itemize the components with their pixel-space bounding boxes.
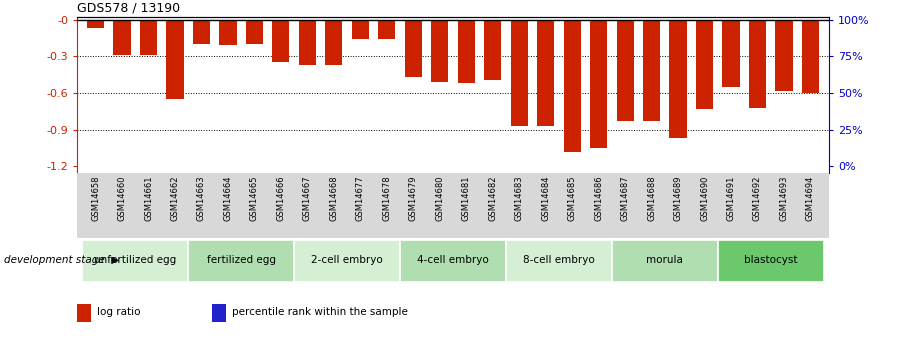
Text: log ratio: log ratio — [97, 307, 140, 317]
Bar — [299, 20, 316, 65]
Bar — [82, 240, 188, 282]
Text: GSM14658: GSM14658 — [91, 176, 100, 221]
Text: blastocyst: blastocyst — [744, 255, 797, 265]
Bar — [400, 240, 506, 282]
Bar — [722, 20, 739, 87]
Text: GDS578 / 13190: GDS578 / 13190 — [77, 2, 180, 15]
Bar — [87, 20, 104, 28]
Text: GSM14662: GSM14662 — [170, 176, 179, 221]
Text: GSM14684: GSM14684 — [541, 176, 550, 221]
Bar — [77, 304, 91, 322]
Bar — [405, 20, 422, 77]
Text: GSM14677: GSM14677 — [356, 176, 365, 221]
Text: morula: morula — [646, 255, 683, 265]
Bar — [616, 20, 633, 121]
Bar — [670, 20, 687, 138]
Text: GSM14693: GSM14693 — [779, 176, 788, 221]
Bar — [802, 20, 819, 93]
Text: development stage  ▶: development stage ▶ — [5, 255, 120, 265]
Text: GSM14679: GSM14679 — [409, 176, 418, 221]
Text: GSM14667: GSM14667 — [303, 176, 312, 221]
Bar — [718, 240, 824, 282]
Text: percentile rank within the sample: percentile rank within the sample — [232, 307, 408, 317]
Text: GSM14678: GSM14678 — [382, 176, 391, 221]
Bar — [537, 20, 554, 126]
Bar — [352, 20, 369, 39]
Text: GSM14668: GSM14668 — [330, 176, 338, 221]
Bar — [431, 20, 448, 82]
Bar — [294, 240, 400, 282]
Bar — [612, 240, 718, 282]
Text: GSM14690: GSM14690 — [700, 176, 709, 221]
Bar — [506, 240, 612, 282]
Text: GSM14682: GSM14682 — [488, 176, 497, 221]
Bar — [643, 20, 660, 121]
Text: GSM14665: GSM14665 — [250, 176, 259, 221]
Text: GSM14688: GSM14688 — [647, 176, 656, 221]
Text: fertilized egg: fertilized egg — [207, 255, 275, 265]
Text: GSM14680: GSM14680 — [435, 176, 444, 221]
Bar — [511, 20, 528, 126]
Bar — [113, 20, 130, 55]
Bar — [167, 20, 184, 99]
Text: 2-cell embryo: 2-cell embryo — [312, 255, 383, 265]
Text: GSM14686: GSM14686 — [594, 176, 603, 221]
Bar — [188, 240, 294, 282]
Text: GSM14683: GSM14683 — [515, 176, 524, 221]
Text: GSM14694: GSM14694 — [806, 176, 815, 221]
Bar — [212, 304, 226, 322]
Text: GSM14660: GSM14660 — [118, 176, 127, 221]
Text: 4-cell embryo: 4-cell embryo — [417, 255, 489, 265]
Bar — [219, 20, 236, 45]
Text: GSM14661: GSM14661 — [144, 176, 153, 221]
Text: GSM14691: GSM14691 — [727, 176, 736, 221]
Bar — [193, 20, 210, 44]
Text: GSM14681: GSM14681 — [462, 176, 471, 221]
Text: GSM14692: GSM14692 — [753, 176, 762, 221]
Bar — [273, 20, 290, 62]
Text: GSM14666: GSM14666 — [276, 176, 285, 221]
Bar — [590, 20, 607, 148]
Bar — [325, 20, 342, 65]
Bar — [749, 20, 766, 108]
Text: GSM14664: GSM14664 — [224, 176, 233, 221]
Bar — [378, 20, 395, 39]
Bar — [140, 20, 157, 55]
Bar — [696, 20, 713, 109]
Text: 8-cell embryo: 8-cell embryo — [523, 255, 594, 265]
Text: unfertilized egg: unfertilized egg — [94, 255, 177, 265]
Text: GSM14663: GSM14663 — [197, 176, 206, 221]
Text: GSM14689: GSM14689 — [673, 176, 682, 221]
Bar — [458, 20, 475, 83]
Text: GSM14687: GSM14687 — [621, 176, 630, 221]
Bar — [484, 20, 501, 80]
Bar — [776, 20, 793, 91]
Bar — [246, 20, 263, 44]
Text: GSM14685: GSM14685 — [568, 176, 576, 221]
Bar — [564, 20, 581, 152]
